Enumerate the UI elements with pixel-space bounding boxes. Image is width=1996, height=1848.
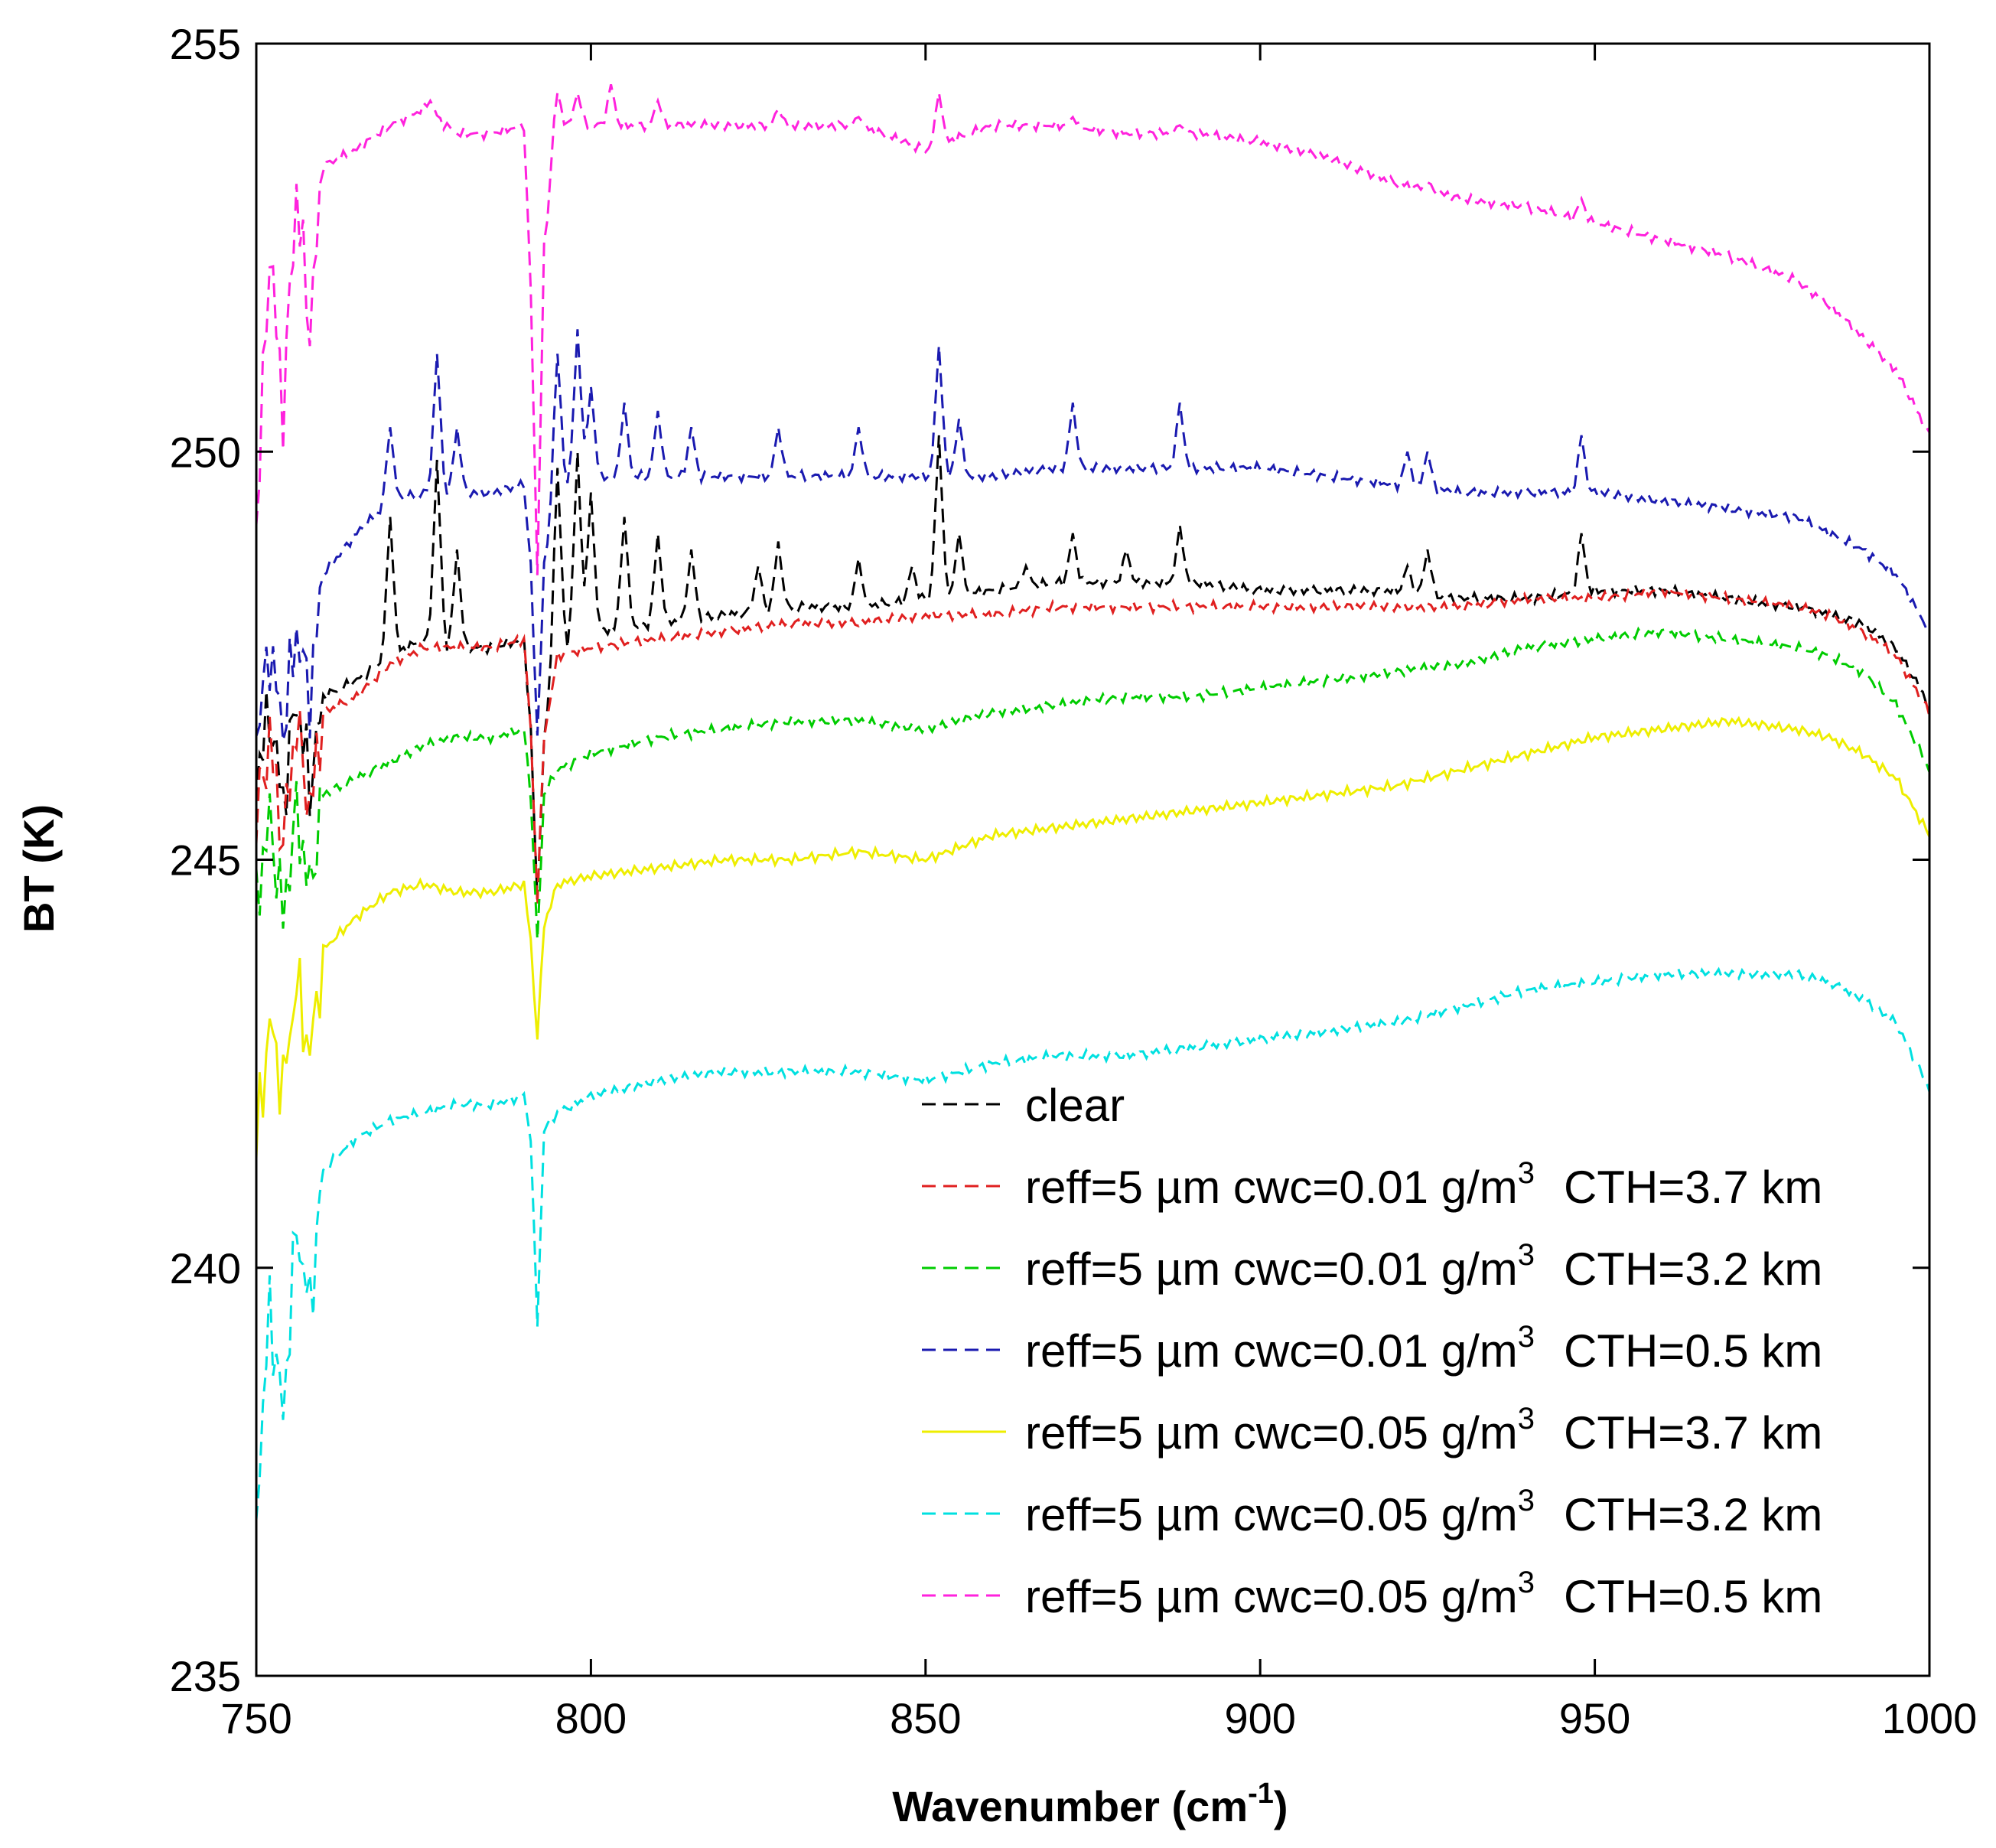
- legend-label-3: reff=5 µm cwc=0.01 g/m3 CTH=3.2 km: [1025, 1238, 1822, 1295]
- legend-label-main: reff=5 µm cwc=0.05 g/m: [1025, 1489, 1518, 1540]
- legend-label-main: reff=5 µm cwc=0.05 g/m: [1025, 1407, 1518, 1459]
- series-layer: [255, 83, 1931, 1520]
- x-axis-title-main: Wavenumber (cm: [892, 1782, 1248, 1830]
- x-tick-label: 950: [1559, 1694, 1630, 1742]
- legend-label-4: reff=5 µm cwc=0.01 g/m3 CTH=0.5 km: [1025, 1320, 1822, 1377]
- legend-label-superscript: 3: [1518, 1484, 1535, 1517]
- x-axis-title-superscript: -1: [1248, 1778, 1274, 1810]
- legend-label-tail: CTH=0.5 km: [1564, 1571, 1822, 1622]
- x-tick-label: 900: [1224, 1694, 1295, 1742]
- legend-label-main: reff=5 µm cwc=0.01 g/m: [1025, 1162, 1518, 1213]
- legend-label-1: clear: [1025, 1080, 1125, 1131]
- legend-label-superscript: 3: [1518, 1238, 1535, 1272]
- x-tick-label: 800: [555, 1694, 627, 1742]
- y-axis-title: BT (K): [15, 804, 63, 933]
- x-axis-title-close: ): [1274, 1782, 1288, 1830]
- series-line-5: [255, 715, 1931, 1159]
- y-tick-label: 245: [170, 836, 241, 885]
- legend-label-6: reff=5 µm cwc=0.05 g/m3 CTH=3.2 km: [1025, 1484, 1822, 1540]
- series-line-2: [255, 584, 1931, 905]
- tick-layer: 750 800 850 900 950 1000 235 240 245 250 255: [170, 20, 1978, 1742]
- legend-label-superscript: 3: [1518, 1566, 1535, 1599]
- y-tick-label: 250: [170, 428, 241, 476]
- legend-label-superscript: 3: [1518, 1320, 1535, 1354]
- y-tick-label: 235: [170, 1652, 241, 1700]
- series-line-3: [255, 625, 1931, 940]
- y-tick-label: 255: [170, 20, 241, 68]
- y-tick-label: 240: [170, 1244, 241, 1292]
- x-axis-title: Wavenumber (cm-1): [892, 1778, 1288, 1830]
- legend-label-tail: CTH=3.7 km: [1564, 1407, 1822, 1459]
- legend-label-5: reff=5 µm cwc=0.05 g/m3 CTH=3.7 km: [1025, 1402, 1822, 1459]
- legend-label-tail: CTH=3.2 km: [1564, 1243, 1822, 1295]
- legend-label-superscript: 3: [1518, 1402, 1535, 1436]
- legend-label-tail: CTH=0.5 km: [1564, 1325, 1822, 1377]
- legend-label-superscript: 3: [1518, 1156, 1535, 1190]
- x-tick-label: 1000: [1882, 1694, 1978, 1742]
- legend-label-main: reff=5 µm cwc=0.05 g/m: [1025, 1571, 1518, 1622]
- legend-label-tail: CTH=3.2 km: [1564, 1489, 1822, 1540]
- series-line-4: [255, 329, 1930, 741]
- x-tick-label: 850: [890, 1694, 961, 1742]
- series-line-7: [255, 83, 1931, 575]
- legend-label-7: reff=5 µm cwc=0.05 g/m3 CTH=0.5 km: [1025, 1566, 1822, 1622]
- legend-label-2: reff=5 µm cwc=0.01 g/m3 CTH=3.7 km: [1025, 1156, 1822, 1213]
- legend-label-main: clear: [1025, 1080, 1125, 1131]
- series-line-6: [255, 966, 1931, 1520]
- x-tick-label: 750: [220, 1694, 291, 1742]
- legend-label-main: reff=5 µm cwc=0.01 g/m: [1025, 1243, 1518, 1295]
- legend-label-main: reff=5 µm cwc=0.01 g/m: [1025, 1325, 1518, 1377]
- legend-label-tail: CTH=3.7 km: [1564, 1162, 1822, 1213]
